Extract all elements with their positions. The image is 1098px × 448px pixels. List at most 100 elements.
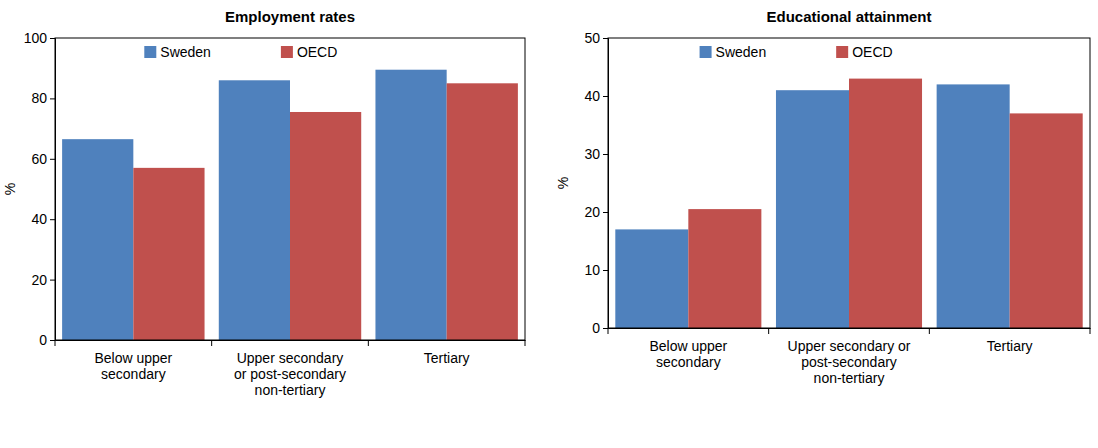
y-tick: 0 (592, 320, 608, 336)
y-tick-mark (50, 159, 55, 160)
x-tick: Upper secondaryor post-secondarynon-tert… (234, 340, 346, 398)
legend-label: Sweden (716, 44, 767, 60)
x-axis-line (56, 340, 526, 341)
y-tick: 0 (39, 332, 55, 348)
bar (937, 84, 1010, 328)
bar (133, 168, 204, 340)
y-tick-mark (603, 270, 608, 271)
bar (615, 229, 688, 328)
category-separator (768, 328, 769, 334)
y-axis-line (50, 39, 56, 341)
tick-label-line: non-tertiary (814, 370, 885, 386)
tick-label-line: Tertiary (987, 338, 1033, 354)
tick-label-line: non-tertiary (255, 382, 326, 398)
x-tick: Tertiary (424, 340, 470, 366)
y-tick-mark (50, 38, 55, 39)
y-tick-label: 0 (592, 320, 600, 336)
bar (447, 83, 518, 340)
y-tick-mark (603, 328, 608, 329)
y-tick: 100 (24, 30, 55, 46)
x-tick: Below uppersecondary (649, 328, 727, 370)
y-axis-title: % (555, 177, 571, 189)
y-tick-mark (603, 38, 608, 39)
x-axis: Below uppersecondary Upper secondary orpo… (609, 328, 1091, 386)
bar (375, 70, 446, 340)
y-axis: 01020304050 (584, 30, 608, 336)
y-tick: 80 (31, 90, 55, 106)
legend-swatch (836, 46, 848, 58)
y-tick-mark (50, 280, 55, 281)
x-tick-label: Upper secondary orpost-secondarynon-tert… (788, 338, 911, 386)
chart-title: Educational attainment (766, 8, 931, 25)
y-tick: 40 (31, 211, 55, 227)
y-tick-label: 40 (31, 211, 47, 227)
legend-swatch (144, 46, 156, 58)
x-tick-label: Tertiary (424, 350, 470, 366)
y-tick-label: 40 (584, 88, 600, 104)
category-separator (929, 328, 930, 334)
y-tick-mark (50, 219, 55, 220)
x-axis-line (609, 328, 1091, 329)
legend-label: Sweden (160, 44, 211, 60)
tick-label-line: Upper secondary or (788, 338, 911, 354)
tick-label-line: secondary (101, 366, 166, 382)
legend-label: OECD (852, 44, 892, 60)
chart-canvas: 020406080100Below uppersecondaryUpper se… (0, 0, 1098, 448)
y-tick-label: 20 (31, 272, 47, 288)
tick-label-line: secondary (656, 354, 721, 370)
x-tick-label: Below uppersecondary (649, 338, 727, 370)
bar (849, 79, 922, 328)
x-tick-label: Below uppersecondary (94, 350, 172, 382)
legend-item: Sweden (144, 44, 211, 60)
y-tick-mark (603, 212, 608, 213)
x-tick-label: Upper secondaryor post-secondarynon-tert… (234, 350, 346, 398)
category-separator (55, 340, 56, 346)
tick-label-line: post-secondary (801, 354, 897, 370)
y-tick-mark (50, 98, 55, 99)
y-tick: 40 (584, 88, 608, 104)
chart: 01020304050Below uppersecondaryUpper sec… (555, 8, 1091, 386)
y-axis-title: % (2, 183, 18, 195)
y-tick-label: 10 (584, 262, 600, 278)
tick-label-line: or post-secondary (234, 366, 346, 382)
category-separator (211, 340, 212, 346)
category-separator (1090, 328, 1091, 334)
plot-frame (608, 38, 1090, 328)
bars (615, 79, 1082, 328)
tick-label-line: Below upper (649, 338, 727, 354)
category-separator (525, 340, 526, 346)
legend-item: OECD (836, 44, 892, 60)
bar (776, 90, 849, 328)
x-tick-label: Tertiary (987, 338, 1033, 354)
legend-item: OECD (281, 44, 337, 60)
y-axis-line (603, 39, 609, 329)
y-tick: 20 (31, 272, 55, 288)
y-tick-label: 60 (31, 151, 47, 167)
y-tick-label: 50 (584, 30, 600, 46)
y-tick-label: 80 (31, 90, 47, 106)
tick-label-line: Tertiary (424, 350, 470, 366)
y-tick-mark (603, 154, 608, 155)
y-tick: 20 (584, 204, 608, 220)
bar (62, 139, 133, 340)
bars (62, 70, 518, 340)
legend: Sweden OECD (144, 44, 337, 60)
legend-item: Sweden (700, 44, 767, 60)
x-axis: Below uppersecondary Upper secondaryor po… (56, 340, 526, 398)
legend-swatch (700, 46, 712, 58)
y-tick-mark (603, 96, 608, 97)
y-tick: 50 (584, 30, 608, 46)
tick-label-line: Upper secondary (237, 350, 344, 366)
y-tick-mark (50, 340, 55, 341)
legend-swatch (281, 46, 293, 58)
plot-frame (55, 38, 525, 340)
y-tick: 10 (584, 262, 608, 278)
y-tick-label: 0 (39, 332, 47, 348)
x-tick: Tertiary (987, 328, 1033, 354)
chart: 0 20 40 60 80 100 Below uppersecondary Upper se… (2, 8, 526, 398)
y-tick: 60 (31, 151, 55, 167)
bar (688, 209, 761, 328)
y-axis: 0 20 40 60 80 100 (24, 30, 56, 348)
chart-title: Employment rates (225, 8, 355, 25)
y-tick-label: 20 (584, 204, 600, 220)
